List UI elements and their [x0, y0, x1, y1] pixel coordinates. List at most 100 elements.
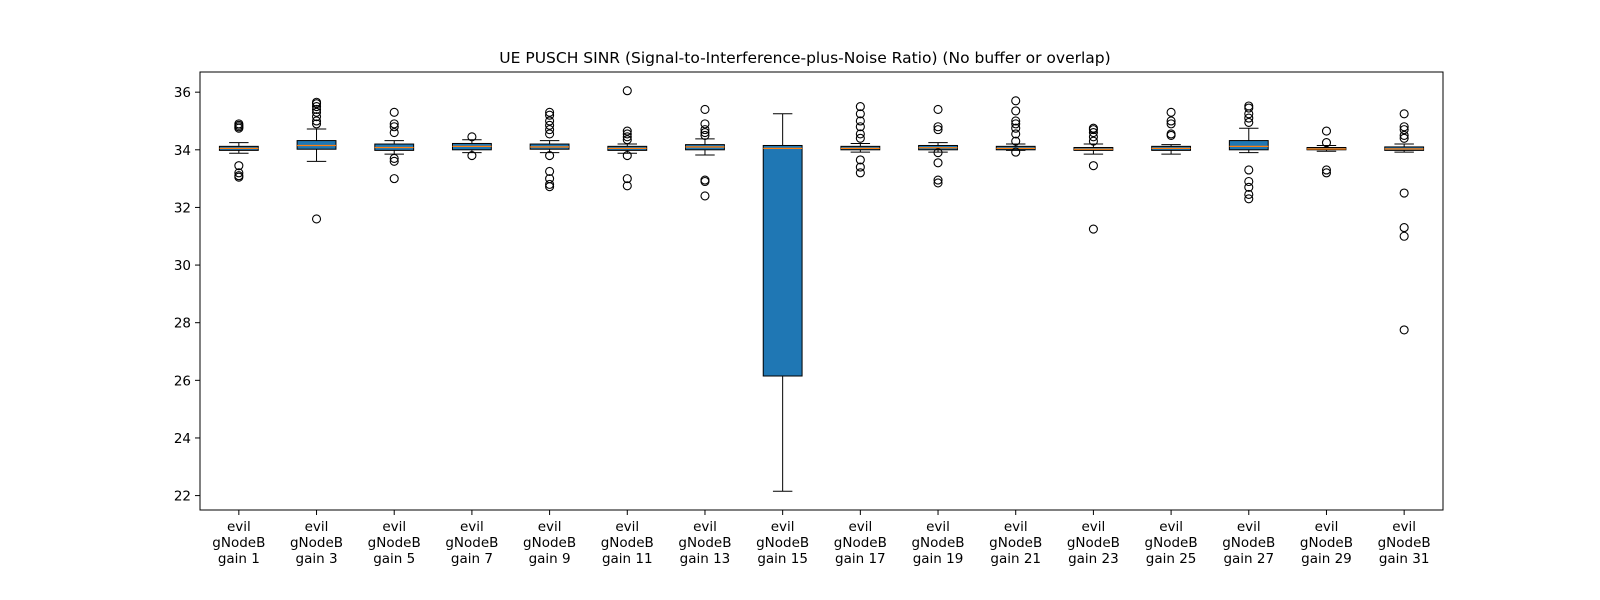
outlier-point: [933, 148, 943, 158]
outlier-point: [1011, 123, 1021, 133]
outlier-point: [1244, 176, 1254, 187]
outlier-point: [855, 122, 865, 132]
outlier-point: [545, 182, 555, 192]
x-tick-label-line: evil: [1392, 519, 1416, 535]
box-group-1: [218, 119, 259, 182]
outlier-point: [545, 179, 555, 189]
x-tick-label-line: gain 29: [1301, 551, 1352, 567]
outlier-point: [1399, 109, 1409, 119]
x-tick-label: evil gNodeB gain 21: [989, 519, 1042, 567]
box-group-9: [840, 102, 881, 178]
outlier-point: [933, 125, 943, 135]
x-tick-label: evil gNodeB gain 13: [678, 519, 731, 567]
x-tick-label-line: gNodeB: [834, 535, 887, 551]
x-tick-label-line: evil: [538, 519, 562, 535]
outlier-point: [1088, 123, 1098, 133]
outlier-point: [622, 86, 632, 96]
x-tick-label-line: gain 27: [1223, 551, 1274, 567]
x-tick-label-line: gain 5: [373, 551, 415, 567]
outlier-point: [389, 127, 399, 138]
outlier-point: [1399, 130, 1409, 140]
outlier-point: [855, 168, 865, 178]
x-tick-label: evil gNodeB gain 15: [756, 519, 809, 567]
outlier-point: [1399, 223, 1409, 233]
x-tick-label-line: gNodeB: [911, 535, 964, 551]
outlier-point: [234, 168, 244, 178]
x-tick-label-line: gain 19: [913, 551, 964, 567]
outlier-point: [389, 107, 399, 117]
outlier-point: [700, 125, 710, 135]
outlier-point: [1244, 182, 1254, 192]
x-tick-label: evil gNodeB gain 19: [911, 519, 964, 567]
x-tick-label-line: evil: [771, 519, 795, 535]
outlier-point: [1011, 119, 1021, 129]
x-tick-label-line: gNodeB: [1300, 535, 1353, 551]
outlier-point: [545, 120, 555, 130]
outlier-point: [700, 191, 710, 201]
outlier-point: [1399, 231, 1409, 241]
box-group-15: [1306, 126, 1347, 178]
outlier-point: [545, 107, 555, 117]
outlier-point: [1244, 113, 1254, 123]
x-tick-label: evil gNodeB gain 5: [368, 519, 421, 567]
outlier-point: [855, 116, 865, 126]
x-tick-label: evil gNodeB gain 3: [290, 519, 343, 567]
outlier-point: [622, 135, 632, 145]
outlier-point: [1088, 161, 1098, 171]
box-group-4: [451, 132, 492, 161]
box-group-14: [1228, 101, 1269, 204]
outlier-point: [234, 161, 244, 171]
outlier-point: [467, 151, 477, 161]
outlier-point: [855, 129, 865, 139]
x-tick-label-line: gNodeB: [1145, 535, 1198, 551]
outlier-point: [545, 110, 555, 120]
outlier-point: [311, 102, 322, 112]
outlier-point: [1011, 106, 1021, 116]
outlier-point: [545, 151, 555, 161]
outlier-point: [311, 112, 322, 122]
outlier-point: [1244, 189, 1254, 200]
x-tick-label: evil gNodeB gain 27: [1222, 519, 1275, 567]
y-tick-label: 26: [174, 373, 191, 389]
x-tick-label-line: gain 17: [835, 551, 886, 567]
box: [762, 144, 803, 377]
outlier-point: [1166, 129, 1176, 139]
outlier-point: [855, 133, 865, 143]
y-tick-label: 22: [174, 489, 191, 505]
chart-title: UE PUSCH SINR (Signal-to-Interference-pl…: [499, 49, 1110, 67]
y-tick-label: 36: [174, 85, 191, 101]
x-tick-label-line: gain 1: [218, 551, 260, 567]
outlier-point: [1011, 116, 1021, 126]
x-tick-label: evil gNodeB gain 7: [445, 519, 498, 567]
x-tick-label-line: gNodeB: [1378, 535, 1431, 551]
x-tick-label-line: gNodeB: [445, 535, 498, 551]
outlier-point: [389, 122, 399, 132]
x-tick-label-line: gNodeB: [1222, 535, 1275, 551]
outlier-point: [1011, 136, 1021, 146]
outlier-point: [1244, 194, 1254, 204]
x-tick-label-line: gNodeB: [601, 535, 654, 551]
outlier-point: [1244, 117, 1254, 127]
outlier-point: [545, 116, 555, 126]
outlier-point: [1088, 136, 1098, 146]
outlier-point: [1399, 122, 1409, 132]
outlier-point: [1088, 127, 1098, 138]
outlier-point: [700, 119, 710, 129]
box-group-16: [1384, 109, 1425, 335]
outlier-point: [933, 178, 943, 188]
x-tick-label-line: evil: [693, 519, 717, 535]
outlier-point: [622, 132, 632, 142]
box-group-6: [607, 86, 648, 191]
x-tick-label-line: evil: [382, 519, 406, 535]
plot-area: [218, 86, 1425, 492]
outlier-point: [1088, 132, 1098, 142]
x-tick-label-line: gNodeB: [523, 535, 576, 551]
x-tick-label-line: gNodeB: [1067, 535, 1120, 551]
x-tick-label: evil gNodeB gain 9: [523, 519, 576, 567]
y-tick-label: 28: [174, 316, 191, 332]
outlier-point: [545, 129, 555, 139]
x-tick-label-line: evil: [926, 519, 950, 535]
x-tick-label-line: evil: [615, 519, 639, 535]
box-group-2: [296, 97, 337, 224]
